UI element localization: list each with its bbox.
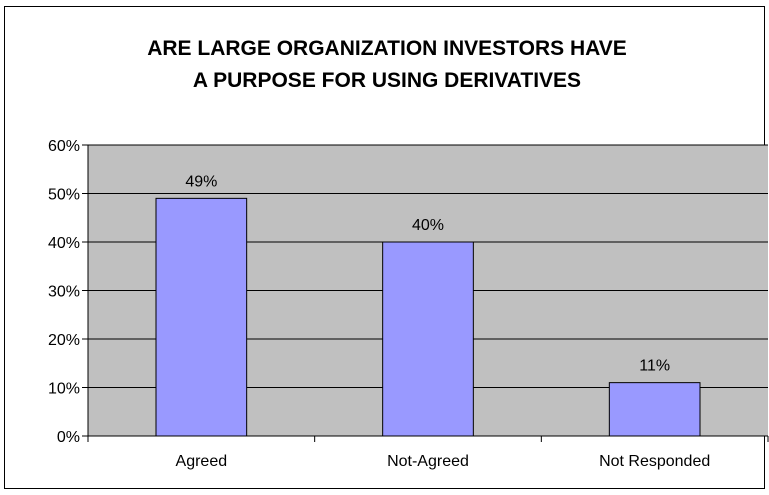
x-tick-label: Not Responded	[599, 453, 710, 470]
y-tick-label: 40%	[48, 235, 80, 252]
chart-title-line-2: A PURPOSE FOR USING DERIVATIVES	[193, 69, 581, 92]
y-tick-label: 10%	[48, 381, 80, 398]
y-tick-label: 0%	[57, 429, 80, 446]
labels: 0% 10% 20% 30% 40% 50% 60% 49% Agreed 40% Not-Agre…	[48, 138, 710, 470]
bar-not-responded	[608, 382, 701, 437]
bar-agreed	[155, 197, 248, 437]
y-tick-label: 50%	[48, 187, 80, 204]
chart-title-line-1: ARE LARGE ORGANIZATION INVESTORS HAVE	[147, 37, 627, 60]
bar-not-agreed	[382, 241, 474, 437]
y-tick-label: 30%	[48, 284, 80, 301]
data-label: 49%	[185, 173, 217, 190]
bars	[155, 197, 701, 437]
axes	[82, 144, 769, 442]
x-tick-label: Agreed	[176, 453, 228, 470]
data-label: 11%	[639, 358, 670, 375]
y-tick-label: 20%	[48, 332, 80, 349]
data-label: 40%	[412, 217, 444, 234]
y-tick-label: 60%	[48, 138, 80, 155]
x-tick-label: Not-Agreed	[387, 453, 469, 470]
